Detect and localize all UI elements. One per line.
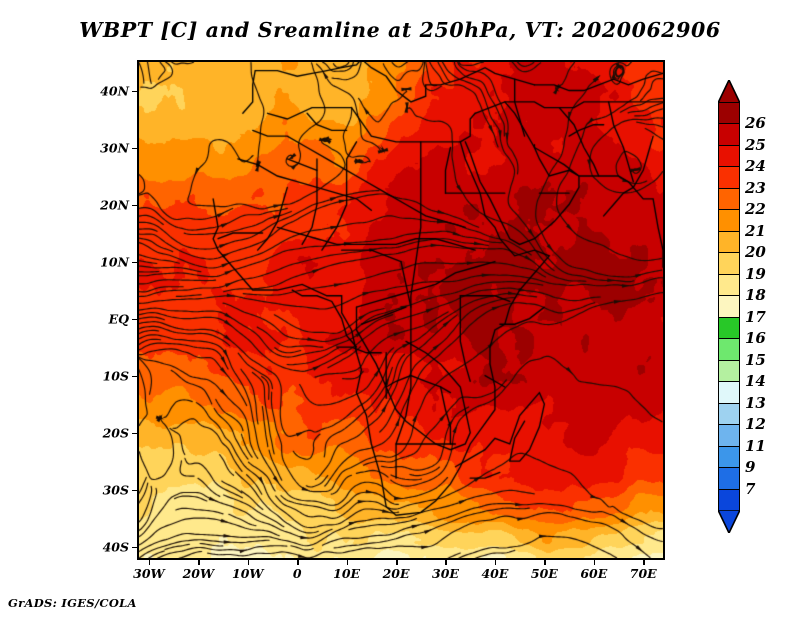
colorbar-tick-label: 19 [745, 264, 766, 283]
colorbar-tick-label: 24 [745, 157, 766, 176]
x-tick-label: 0 [292, 566, 302, 581]
x-tick-mark [643, 560, 645, 565]
x-tick-label: 10W [232, 566, 264, 581]
colorbar-swatch [718, 381, 740, 405]
colorbar-swatch [718, 166, 740, 190]
colorbar-tick-label: 12 [745, 415, 766, 434]
x-tick-mark [247, 560, 250, 565]
x-tick-mark [346, 560, 349, 565]
y-tick-label: 40S [102, 539, 129, 555]
colorbar-swatch [718, 252, 740, 276]
y-tick-label: 20S [102, 425, 129, 441]
y-tick-mark [132, 546, 137, 549]
colorbar-tick-label: 9 [745, 458, 756, 477]
x-tick-label: 30E [432, 566, 459, 581]
colorbar-swatch [718, 123, 740, 147]
y-tick-mark [132, 489, 137, 492]
colorbar-extend-top-arrow [716, 78, 742, 104]
x-tick-mark [198, 560, 200, 565]
y-tick-mark [132, 90, 137, 92]
map-plot-area [137, 60, 665, 560]
colorbar-swatch [718, 338, 740, 362]
colorbar-tick-label: 13 [745, 393, 766, 412]
x-tick-label: 30W [133, 566, 165, 581]
colorbar-tick-label: 11 [745, 436, 766, 455]
x-tick-mark [297, 560, 299, 565]
colorbar-swatch [718, 467, 740, 491]
colorbar-swatch [718, 295, 740, 319]
x-tick-label: 70E [629, 566, 657, 581]
colorbar-tick-label: 22 [745, 200, 766, 219]
x-tick-mark [544, 560, 546, 565]
colorbar-tick-label: 16 [745, 329, 766, 348]
colorbar-swatch [718, 445, 740, 469]
x-tick-label: 20E [382, 566, 410, 581]
colorbar-tick-label: 18 [745, 286, 766, 305]
x-tick-label: 10E [333, 566, 361, 581]
colorbar [716, 78, 742, 535]
colorbar-swatch [718, 488, 740, 512]
page-title: WBPT [C] and Sreamline at 250hPa, VT: 20… [79, 18, 721, 42]
colorbar-tick-label: 20 [745, 243, 766, 262]
colorbar-swatch [718, 209, 740, 233]
y-tick-mark [132, 432, 137, 435]
colorbar-swatch [718, 187, 740, 211]
colorbar-swatch [718, 273, 740, 297]
y-tick-label: 10S [102, 368, 129, 384]
y-tick-mark [132, 375, 137, 378]
colorbar-tick-label: 21 [745, 221, 766, 240]
y-tick-mark [132, 261, 137, 264]
colorbar-swatch [718, 424, 740, 448]
x-tick-label: 60E [580, 566, 608, 581]
y-tick-mark [132, 318, 137, 321]
x-tick-mark [445, 560, 447, 565]
colorbar-swatch [718, 144, 740, 168]
x-tick-mark [494, 560, 497, 565]
colorbar-tick-label: 15 [745, 350, 766, 369]
colorbar-extend-bottom-arrow [716, 509, 742, 535]
colorbar-tick-label: 7 [745, 479, 756, 498]
x-tick-label: 50E [530, 566, 558, 581]
y-tick-mark [132, 204, 137, 207]
y-tick-label: 10N [100, 254, 129, 270]
colorbar-swatch [718, 230, 740, 254]
y-tick-label: 30N [100, 140, 129, 156]
colorbar-swatch [718, 316, 740, 340]
colorbar-tick-label: 17 [745, 307, 766, 326]
colorbar-swatch [718, 359, 740, 383]
colorbar-tick-label: 25 [745, 135, 766, 154]
y-tick-label: 40N [100, 83, 129, 98]
colorbar-tick-label: 23 [745, 178, 766, 197]
x-tick-label: 20W [182, 566, 215, 581]
y-tick-label: 30S [102, 482, 129, 498]
y-tick-label: EQ [108, 311, 129, 327]
colorbar-tick-label: 26 [745, 114, 766, 133]
wbpt-streamline-map [139, 62, 663, 558]
x-tick-mark [396, 560, 398, 565]
y-tick-label: 20N [100, 197, 129, 213]
attribution-footer: GrADS: IGES/COLA [8, 596, 137, 610]
x-tick-label: 40E [481, 566, 509, 581]
colorbar-swatch [718, 102, 740, 126]
x-tick-mark [148, 560, 151, 565]
colorbar-tick-label: 14 [745, 372, 766, 391]
y-tick-mark [132, 147, 137, 150]
x-tick-mark [593, 560, 596, 565]
colorbar-swatch [718, 402, 740, 426]
